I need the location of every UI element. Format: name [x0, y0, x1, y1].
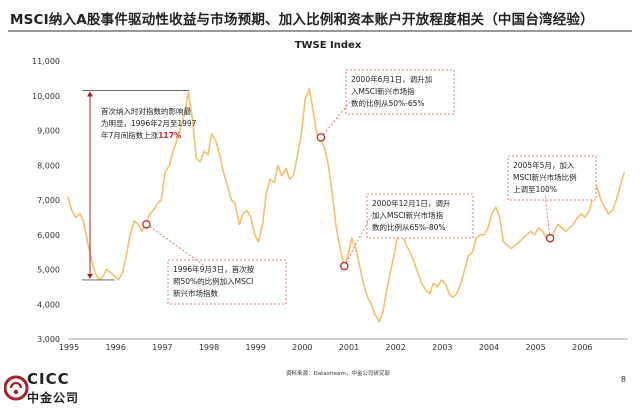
annotation-connector-a1996: [146, 223, 206, 267]
x-tick-label: 2004: [479, 343, 499, 352]
annotation-text-a2000b: 2000年12月1日，调升: [372, 198, 451, 208]
source-note: 资料来源：Datastream，中金公司研究部: [286, 371, 390, 377]
annotation-box-a1996: [167, 259, 287, 305]
logo-text-en: CICC: [27, 370, 70, 388]
y-tick-label: 4,000: [37, 300, 60, 309]
y-tick-label: 6,000: [37, 231, 60, 240]
annotation-text-a2000a: 数的比例从50%-65%: [351, 98, 425, 108]
chart-title: TWSE Index: [295, 40, 362, 51]
annotation-text-a2000a: 入MSCI新兴市场指: [351, 86, 415, 96]
annotation-box-a2005: [507, 155, 597, 201]
x-tick-label: 2003: [432, 343, 452, 352]
x-tick-label: 1997: [152, 343, 172, 352]
annotation-text-bracket: 为明显，1996年2月至1997: [101, 118, 197, 128]
annotation-connector-a2000b: [343, 213, 373, 267]
twse-index-chart: TWSE Index 3,000 4,000 5,000 6,000 7,000 8,000…: [32, 40, 628, 352]
annotation-text-a2005: MSCI新兴市场比例: [513, 172, 577, 182]
y-tick-label: 10,000: [32, 92, 60, 101]
x-tick-label: 2001: [339, 343, 359, 352]
annotation-text-a2000b: 加入MSCI新兴市场指: [372, 210, 444, 220]
annotation-text-a1996: 照50%的比例加入MSCI: [173, 276, 253, 286]
logo-text-zh: 中金公司: [27, 391, 80, 405]
event-marker: [339, 261, 349, 271]
x-tick-label: 2000: [292, 343, 312, 352]
page-number: 8: [620, 375, 626, 384]
y-tick-label: 7,000: [37, 196, 60, 205]
x-tick-label: 1998: [199, 343, 219, 352]
annotation-text-a2005: 2005年5月，加入: [513, 160, 575, 170]
title-divider: [8, 30, 632, 32]
y-tick-label: 8,000: [37, 161, 60, 170]
annotation-text-a2005: 上调至100%: [513, 185, 557, 194]
bracket-arrow-down: [87, 273, 93, 279]
event-marker: [142, 220, 151, 229]
event-marker: [316, 133, 326, 142]
annotation-connector-a2005: [544, 193, 551, 239]
y-tick-label: 11,000: [32, 57, 60, 66]
x-tick-label: 1995: [59, 343, 79, 352]
event-marker: [545, 233, 555, 243]
x-tick-label: 2006: [572, 343, 592, 352]
annotation-text-bracket: 年7月间指数上涨117%: [101, 130, 182, 140]
annotation-text-a1996: 新兴市场指数: [173, 288, 218, 298]
x-tick-label: 1996: [105, 343, 125, 352]
x-tick-label: 1999: [245, 343, 265, 352]
cicc-logo-icon: [4, 375, 29, 401]
bracket-arrow-up: [87, 91, 93, 97]
annotation-connector-a2000a: [320, 101, 351, 138]
annotation-box-a2000b: [366, 193, 474, 239]
annotation-box-a2000a: [345, 69, 455, 115]
annotation-text-bracket: 首次纳入时对指数的影响最: [101, 106, 191, 116]
x-tick-label: 2005: [525, 343, 545, 352]
y-tick-label: 5,000: [37, 266, 60, 275]
y-tick-label: 9,000: [37, 127, 60, 136]
series-line-twse: [67, 87, 626, 323]
annotation-text-a2000b: 数的比例从65%-80%: [372, 222, 446, 232]
y-tick-label: 3,000: [37, 335, 60, 344]
slide-title: MSCI纳入A股事件驱动性收益与市场预期、加入比例和资本账户开放程度相关（中国台…: [10, 12, 594, 28]
annotation-text-a2000a: 2000年6月1日，调升加: [351, 74, 432, 84]
x-tick-label: 2002: [385, 343, 405, 352]
annotation-text-a1996: 1996年9月3日，首次按: [173, 264, 255, 274]
